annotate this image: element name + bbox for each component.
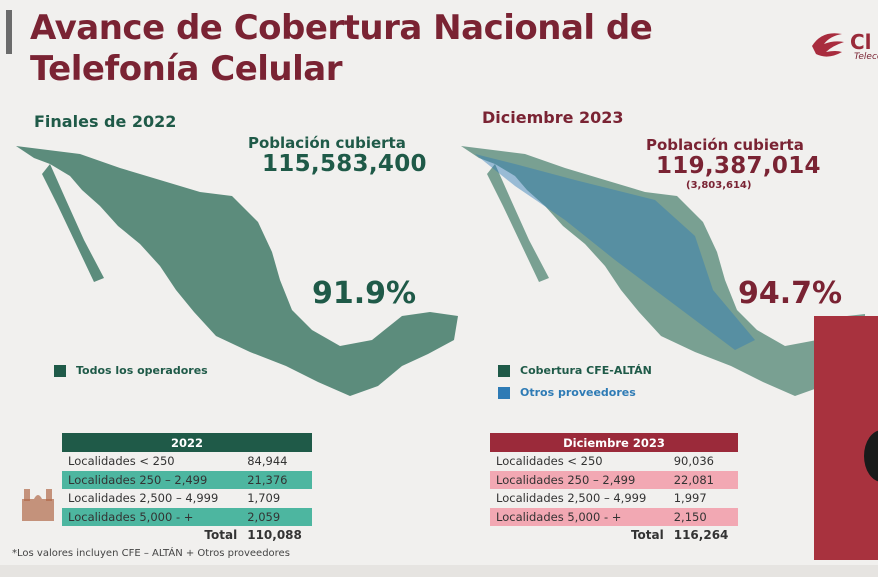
table-total-row: Total 116,264: [490, 526, 738, 545]
bird-logo-icon: [812, 33, 844, 57]
localities-table-2022: 2022 Localidades < 250 84,944 Localidades…: [62, 433, 312, 545]
population-value-2022: 115,583,400: [262, 151, 427, 177]
table-cell-label: Localidades < 250: [496, 454, 603, 469]
table-cell-label: Localidades 5,000 - +: [490, 507, 674, 526]
population-label-2023: Población cubierta: [646, 136, 804, 154]
table-2022-header: 2022: [62, 433, 312, 452]
legend-swatch-cfe-altan: [498, 364, 510, 377]
coverage-percent-2022: 91.9%: [312, 276, 417, 311]
legend-label-cfe-altan: Cobertura CFE-ALTÁN: [520, 364, 652, 377]
population-label-2022: Población cubierta: [248, 134, 406, 152]
table-row: Localidades 5,000 - +2,150: [490, 507, 738, 526]
panel-2022-heading: Finales de 2022: [34, 112, 177, 131]
localities-table-2023: Diciembre 2023 Localidades < 250 90,036 L…: [490, 433, 738, 545]
table-cell-label: Localidades 5,000 - +: [62, 507, 248, 526]
table-cell-value: 1,709: [247, 491, 281, 506]
legend-label-all-operators: Todos los operadores: [76, 364, 208, 377]
table-row: Localidades 250 – 2,499 21,376: [62, 470, 312, 489]
table-cell-label: Localidades 250 – 2,499: [490, 470, 674, 489]
table-total-label: Total: [630, 528, 664, 543]
legend-item-cfe-altan: Cobertura CFE-ALTÁN: [498, 364, 652, 377]
table-row: Localidades 2,500 – 4,999 1,997: [490, 489, 738, 508]
table-cell-value: 1,997: [673, 491, 707, 506]
table-total-row: Total 110,088: [62, 526, 312, 545]
table-cell-value: 22,081: [673, 470, 738, 489]
table-cell-value: 84,944: [247, 454, 288, 469]
table-total-label: Total: [204, 528, 238, 543]
footnote: *Los valores incluyen CFE – ALTÁN + Otro…: [12, 548, 290, 559]
table-row: Localidades 5,000 - +2,059: [62, 507, 312, 526]
population-increase-2023: (3,803,614): [686, 180, 752, 191]
legend-2022: Todos los operadores: [54, 364, 208, 377]
cathedral-icon: [22, 489, 54, 521]
legend-swatch-all-operators: [54, 364, 66, 377]
table-row: Localidades < 250 90,036: [490, 452, 738, 471]
table-row: Localidades 250 – 2,499 22,081: [490, 470, 738, 489]
slide-title: Avance de Cobertura Nacional de Telefoní…: [30, 8, 653, 90]
panel-2023-heading: Diciembre 2023: [482, 108, 624, 127]
table-total-value: 110,088: [247, 528, 302, 543]
table-cell-label: Localidades 2,500 – 4,999: [68, 491, 219, 506]
table-cell-label: Localidades 250 – 2,499: [62, 470, 248, 489]
table-cell-value: 21,376: [247, 470, 312, 489]
slide-title-line-1: Avance de Cobertura Nacional de: [30, 8, 653, 48]
interpreter-silhouette-icon: [864, 430, 878, 482]
table-2023-header: Diciembre 2023: [490, 433, 738, 452]
table-row: Localidades 2,500 – 4,999 1,709: [62, 489, 312, 508]
brand-logo: Cl Teleco: [808, 26, 878, 66]
sign-language-interpreter-panel: [814, 316, 878, 560]
legend-swatch-other-providers: [498, 386, 510, 399]
logo-subtext: Teleco: [854, 52, 878, 62]
title-accent-bar: [6, 10, 12, 54]
bottom-bar: [0, 565, 878, 577]
coverage-percent-2023: 94.7%: [738, 276, 843, 311]
logo-text: Cl: [850, 30, 872, 54]
legend-item-other-providers: Otros proveedores: [498, 386, 636, 399]
table-cell-label: Localidades < 250: [68, 454, 175, 469]
coverage-map-2022: [16, 146, 458, 396]
coverage-map-2023: [461, 146, 865, 396]
slide-title-line-2: Telefonía Celular: [30, 49, 342, 89]
table-cell-value: 2,150: [673, 507, 738, 526]
table-cell-value: 2,059: [247, 507, 312, 526]
table-total-value: 116,264: [673, 528, 729, 543]
legend-label-other-providers: Otros proveedores: [520, 386, 636, 399]
table-cell-value: 90,036: [673, 454, 714, 469]
table-cell-label: Localidades 2,500 – 4,999: [496, 491, 647, 506]
table-row: Localidades < 250 84,944: [62, 452, 312, 471]
population-value-2023: 119,387,014: [656, 153, 821, 179]
